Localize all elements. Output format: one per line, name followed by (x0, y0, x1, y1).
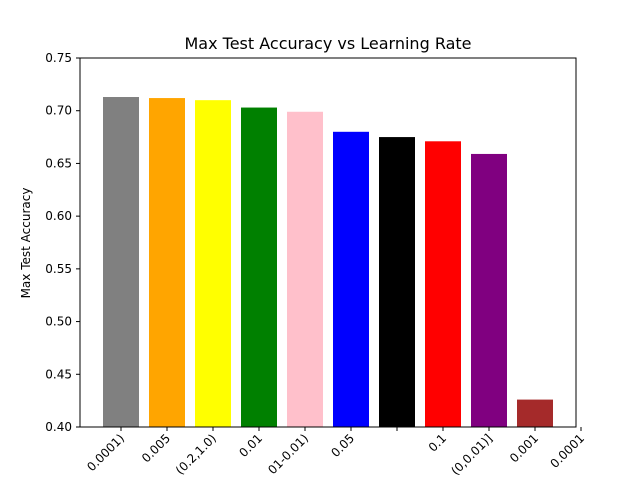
y-tick-label: 0.70 (45, 104, 72, 118)
bar-7 (379, 137, 415, 427)
bar-2 (149, 98, 185, 427)
chart-title: Max Test Accuracy vs Learning Rate (184, 34, 471, 53)
y-tick-label: 0.40 (45, 420, 72, 434)
bar-5 (287, 112, 323, 427)
y-tick-label: 0.45 (45, 367, 72, 381)
bar-8 (425, 141, 461, 427)
y-tick-label: 0.75 (45, 51, 72, 65)
bar-6 (333, 132, 369, 427)
y-tick-label: 0.65 (45, 156, 72, 170)
y-tick-label: 0.50 (45, 315, 72, 329)
bar-4 (241, 108, 277, 427)
y-tick-label: 0.60 (45, 209, 72, 223)
bar-9 (471, 154, 507, 427)
bar-1 (103, 97, 139, 427)
y-axis-label: Max Test Accuracy (19, 188, 33, 299)
bar-10 (517, 400, 553, 427)
bar-3 (195, 100, 231, 427)
y-tick-label: 0.55 (45, 262, 72, 276)
